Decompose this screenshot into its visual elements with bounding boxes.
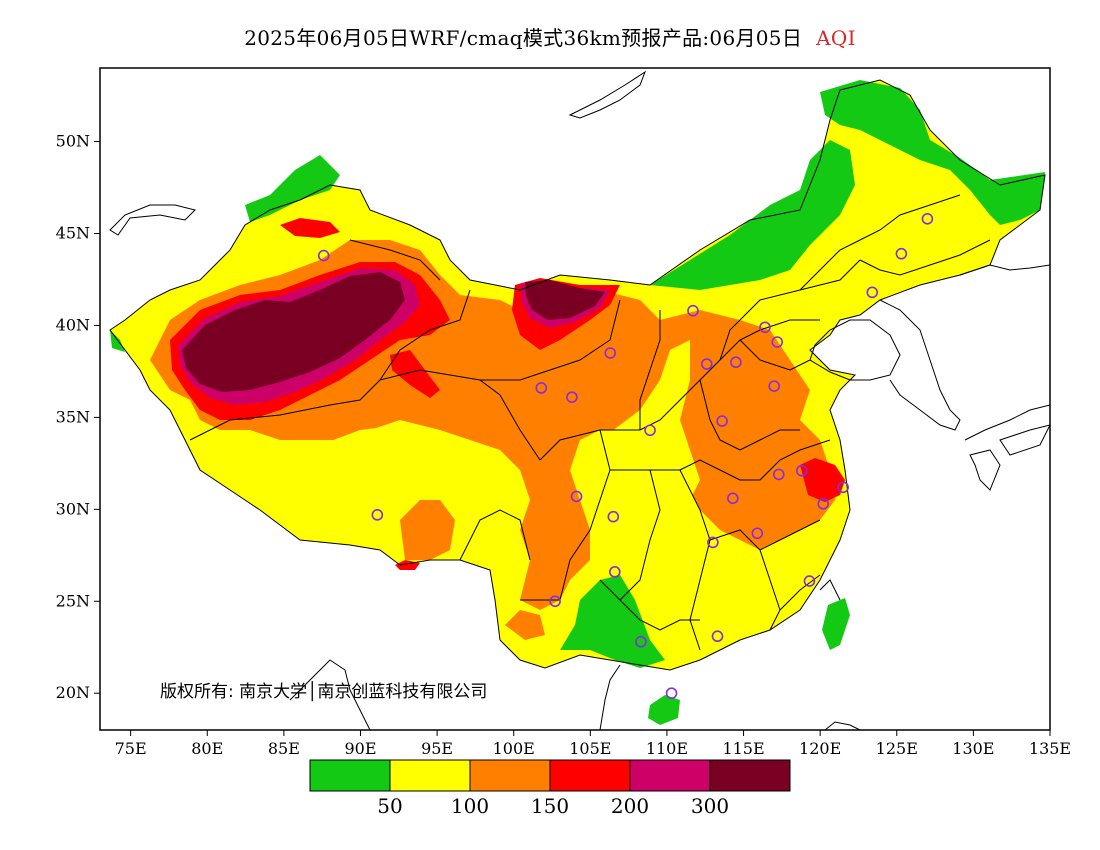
city-marker [837, 481, 849, 494]
x-tick-label: 95E [421, 739, 453, 758]
city-marker [803, 575, 816, 587]
region-green-hainan [648, 695, 680, 725]
y-tick-label: 20N [56, 683, 90, 702]
city-marker [866, 286, 879, 299]
map-frame [99, 67, 1051, 731]
legend-label: 100 [451, 794, 489, 818]
region-orange-guangxi [505, 610, 545, 640]
x-tick-label: 135E [1029, 739, 1071, 758]
y-tick-label: 50N [56, 132, 90, 151]
y-tick-label: 30N [56, 499, 90, 518]
region-maroon-taklamakan [182, 272, 405, 392]
x-tick-label: 130E [952, 739, 994, 758]
region-maroon-gobi [525, 280, 605, 320]
map-plot-area [109, 70, 1050, 730]
y-tick-label: 40N [56, 315, 90, 334]
region-green-northeast-2 [820, 80, 1045, 225]
city-marker [635, 635, 647, 648]
province-borders [109, 79, 1046, 671]
title-text: 2025年06月05日WRF/cmaq模式36km预报产品:06月05日 [244, 26, 803, 50]
region-green-taiwan [822, 598, 850, 650]
y-tick-label: 25N [56, 591, 90, 610]
city-marker [771, 336, 784, 348]
x-tick-label: 100E [493, 739, 535, 758]
city-marker [795, 464, 808, 477]
legend-swatch [709, 759, 791, 792]
city-marker [665, 687, 678, 700]
legend-swatch [469, 759, 551, 792]
x-tick-label: 90E [344, 739, 376, 758]
x-axis: 75E 80E 85E 90E 95E 100E 105E 110E 115E 120E 125E 1… [115, 730, 1071, 758]
city-marker [727, 492, 739, 505]
city-marker [895, 247, 908, 260]
legend-swatch [549, 759, 631, 792]
city-marker [317, 249, 330, 262]
legend-label: 50 [377, 794, 402, 818]
region-orange-southwest [400, 500, 455, 560]
legend-swatch [629, 759, 711, 792]
city-marker [549, 595, 561, 608]
city-marker [759, 321, 771, 334]
city-marker [817, 498, 830, 510]
city-marker [535, 382, 548, 394]
x-tick-label: 75E [115, 739, 147, 758]
legend-label: 150 [531, 794, 569, 818]
city-marker [570, 490, 583, 503]
x-tick-label: 110E [646, 739, 688, 758]
legend-swatch [309, 759, 391, 792]
y-axis: 20N 25N 30N 35N 40N 45N 50N [56, 132, 100, 702]
city-marker [604, 347, 617, 359]
city-marker [711, 630, 724, 643]
city-marker [730, 356, 742, 369]
y-tick-label: 35N [56, 407, 90, 426]
region-green-northwest [245, 155, 340, 222]
legend-swatch [389, 759, 471, 792]
region-red-xinjiang-north [280, 218, 340, 238]
city-marker [607, 510, 620, 523]
city-marker [371, 509, 384, 521]
x-tick-label: 85E [268, 739, 300, 758]
city-markers [317, 212, 934, 700]
city-marker [700, 358, 713, 370]
city-marker [707, 536, 719, 549]
region-red-shanghai [800, 458, 845, 502]
x-tick-label: 105E [569, 739, 611, 758]
city-marker [687, 304, 699, 317]
x-tick-label: 125E [876, 739, 918, 758]
region-green-northeast [650, 140, 855, 290]
coastlines [109, 70, 1050, 730]
legend-label: 200 [611, 794, 649, 818]
map-title: 2025年06月05日WRF/cmaq模式36km预报产品:06月05日 AQI [0, 22, 1100, 51]
city-marker [768, 380, 780, 392]
legend-colorbar: 50 100 150 200 300 [309, 759, 791, 818]
title-variable: AQI [816, 26, 856, 50]
legend-label: 300 [691, 794, 729, 818]
region-red-qinghai [390, 350, 440, 398]
region-yellow-center [595, 340, 700, 550]
x-tick-label: 120E [799, 739, 841, 758]
city-marker [609, 566, 621, 578]
x-tick-label: 115E [722, 739, 764, 758]
city-marker [644, 424, 656, 437]
city-marker [716, 415, 728, 427]
city-marker [921, 212, 934, 225]
city-marker [751, 527, 764, 540]
copyright-notice: 版权所有: 南京大学│南京创蓝科技有限公司 [160, 681, 487, 702]
region-green-south [560, 575, 665, 668]
city-marker [772, 468, 785, 481]
y-tick-label: 45N [56, 224, 90, 243]
x-tick-label: 80E [191, 739, 223, 758]
city-marker [566, 391, 578, 403]
